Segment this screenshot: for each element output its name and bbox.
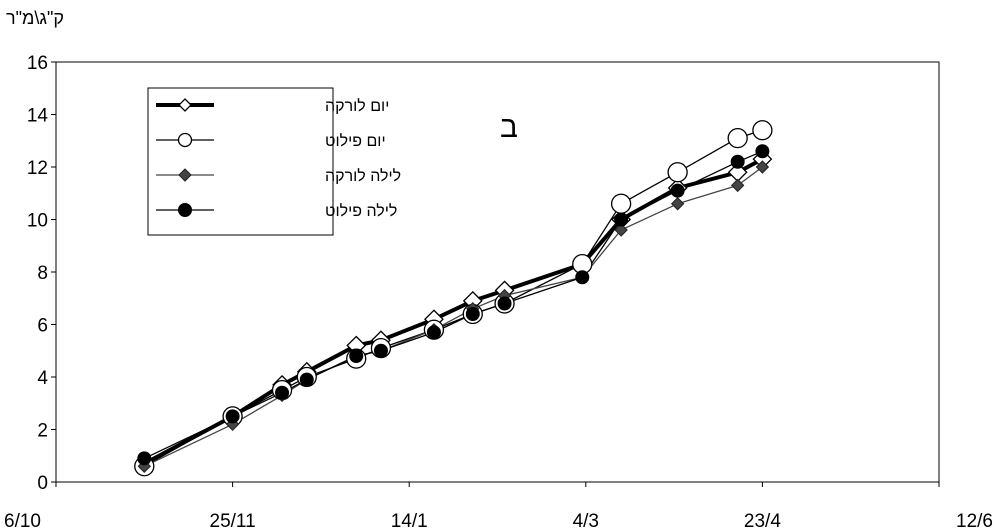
x-tick-label: 25/11 bbox=[210, 511, 256, 532]
legend-swatch-marker bbox=[178, 98, 192, 112]
data-point bbox=[667, 162, 688, 183]
data-point bbox=[349, 349, 364, 363]
data-point bbox=[730, 178, 745, 193]
data-point bbox=[426, 325, 441, 340]
data-point bbox=[670, 183, 685, 198]
legend-item: לילה פילוט bbox=[156, 202, 397, 220]
series-4-points bbox=[137, 144, 770, 466]
legend-item: לילה לורקה bbox=[156, 167, 401, 185]
y-tick-label: 16 bbox=[27, 53, 48, 74]
y-tick-label: 8 bbox=[37, 263, 48, 284]
data-point bbox=[497, 296, 512, 311]
data-point bbox=[730, 154, 745, 169]
data-point bbox=[225, 409, 240, 424]
legend-label: לילה לורקה bbox=[325, 167, 401, 185]
y-tick-label: 14 bbox=[27, 106, 49, 127]
legend-label: יום לורקה bbox=[325, 97, 389, 115]
panel-label: ב bbox=[500, 111, 518, 144]
data-point bbox=[373, 343, 388, 358]
legend: יום לורקה יום פילוט לילה לורקה לילה פילוט bbox=[147, 87, 401, 236]
legend-item: יום לורקה bbox=[156, 97, 389, 115]
legend-item: יום פילוט bbox=[156, 132, 386, 150]
data-point bbox=[752, 120, 773, 141]
legend-box bbox=[147, 87, 334, 236]
y-tick-label: 4 bbox=[37, 368, 48, 389]
data-point bbox=[670, 197, 685, 211]
series-layer bbox=[134, 120, 773, 477]
data-point bbox=[137, 451, 152, 466]
data-point bbox=[614, 223, 628, 237]
y-tick-label: 10 bbox=[27, 211, 48, 232]
data-point bbox=[755, 160, 770, 174]
data-point bbox=[575, 270, 590, 285]
x-tick-label: 4/3 bbox=[573, 511, 599, 532]
data-point bbox=[614, 212, 629, 227]
legend-label: יום פילוט bbox=[325, 132, 386, 150]
legend-label: לילה פילוט bbox=[325, 202, 397, 220]
x-tick-label: 12/6 bbox=[956, 511, 993, 532]
y-axis-unit-label: ק"ג\מ"ר bbox=[6, 8, 64, 28]
y-tick-label: 2 bbox=[37, 421, 48, 442]
y-tick-label: 6 bbox=[37, 316, 48, 337]
y-tick-label: 0 bbox=[37, 473, 48, 494]
data-point bbox=[275, 385, 290, 400]
y-tick-label: 12 bbox=[27, 158, 48, 179]
axes-layer: 0 2 4 6 8 10 12 14 16 6/10 25/11 14/1 4/3 23/4 12/6 bbox=[4, 53, 993, 532]
legend-swatch-marker bbox=[178, 203, 192, 217]
legend-swatch-marker bbox=[177, 132, 193, 148]
data-point bbox=[727, 127, 748, 149]
data-point bbox=[299, 372, 314, 387]
x-tick-label: 6/10 bbox=[4, 511, 41, 532]
data-point bbox=[610, 193, 632, 214]
data-point bbox=[755, 144, 770, 159]
data-point bbox=[465, 307, 480, 321]
x-tick-label: 14/1 bbox=[391, 511, 428, 532]
x-tick-label: 23/4 bbox=[744, 511, 781, 532]
legend-items: יום לורקה יום פילוט לילה לורקה לילה פילוט bbox=[156, 97, 401, 220]
legend-swatch-marker bbox=[178, 168, 192, 182]
